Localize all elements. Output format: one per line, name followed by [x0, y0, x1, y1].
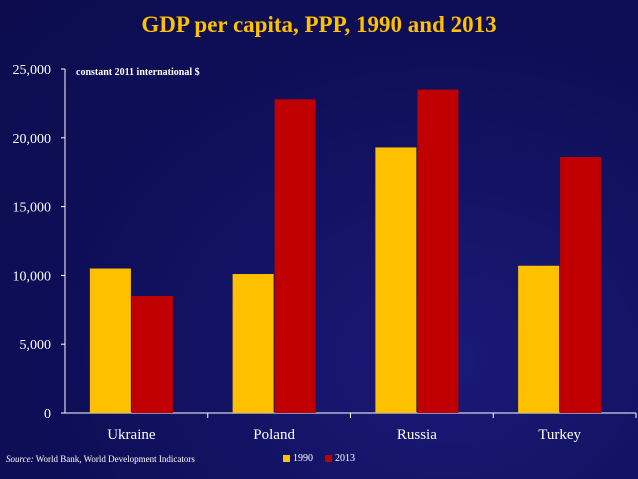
x-tick-label: Russia — [397, 427, 437, 443]
bar-1990-ukraine — [89, 268, 131, 413]
legend: 1990 2013 — [283, 453, 355, 464]
legend-item-1990: 1990 — [283, 453, 313, 464]
bar-1990-turkey — [518, 265, 560, 413]
legend-item-2013: 2013 — [325, 453, 355, 464]
legend-label-2013: 2013 — [335, 453, 355, 464]
source-note: Source: World Bank, World Development In… — [6, 454, 195, 464]
source-text: World Bank, World Development Indicators — [33, 454, 195, 464]
bar-2013-ukraine — [131, 296, 173, 413]
y-tick-label: 10,000 — [13, 269, 52, 284]
y-tick-label: 0 — [44, 407, 51, 422]
source-label: Source: — [6, 454, 34, 464]
chart-title: GDP per capita, PPP, 1990 and 2013 — [141, 12, 497, 37]
x-tick-label: Turkey — [538, 427, 581, 443]
bar-1990-poland — [232, 274, 274, 413]
x-tick-label: Ukraine — [107, 427, 156, 443]
y-tick-label: 15,000 — [13, 201, 52, 216]
legend-label-1990: 1990 — [293, 453, 313, 464]
x-tick-label: Poland — [253, 427, 295, 443]
bar-2013-poland — [274, 99, 316, 413]
y-axis-unit-label: constant 2011 international $ — [76, 67, 200, 78]
bar-1990-russia — [375, 147, 417, 413]
legend-swatch-1990 — [283, 455, 290, 462]
legend-swatch-2013 — [325, 455, 332, 462]
y-tick-label: 20,000 — [13, 132, 52, 147]
y-tick-label: 5,000 — [20, 338, 52, 353]
bar-2013-russia — [417, 89, 459, 413]
bar-2013-turkey — [560, 157, 602, 413]
y-tick-label: 25,000 — [13, 63, 52, 78]
